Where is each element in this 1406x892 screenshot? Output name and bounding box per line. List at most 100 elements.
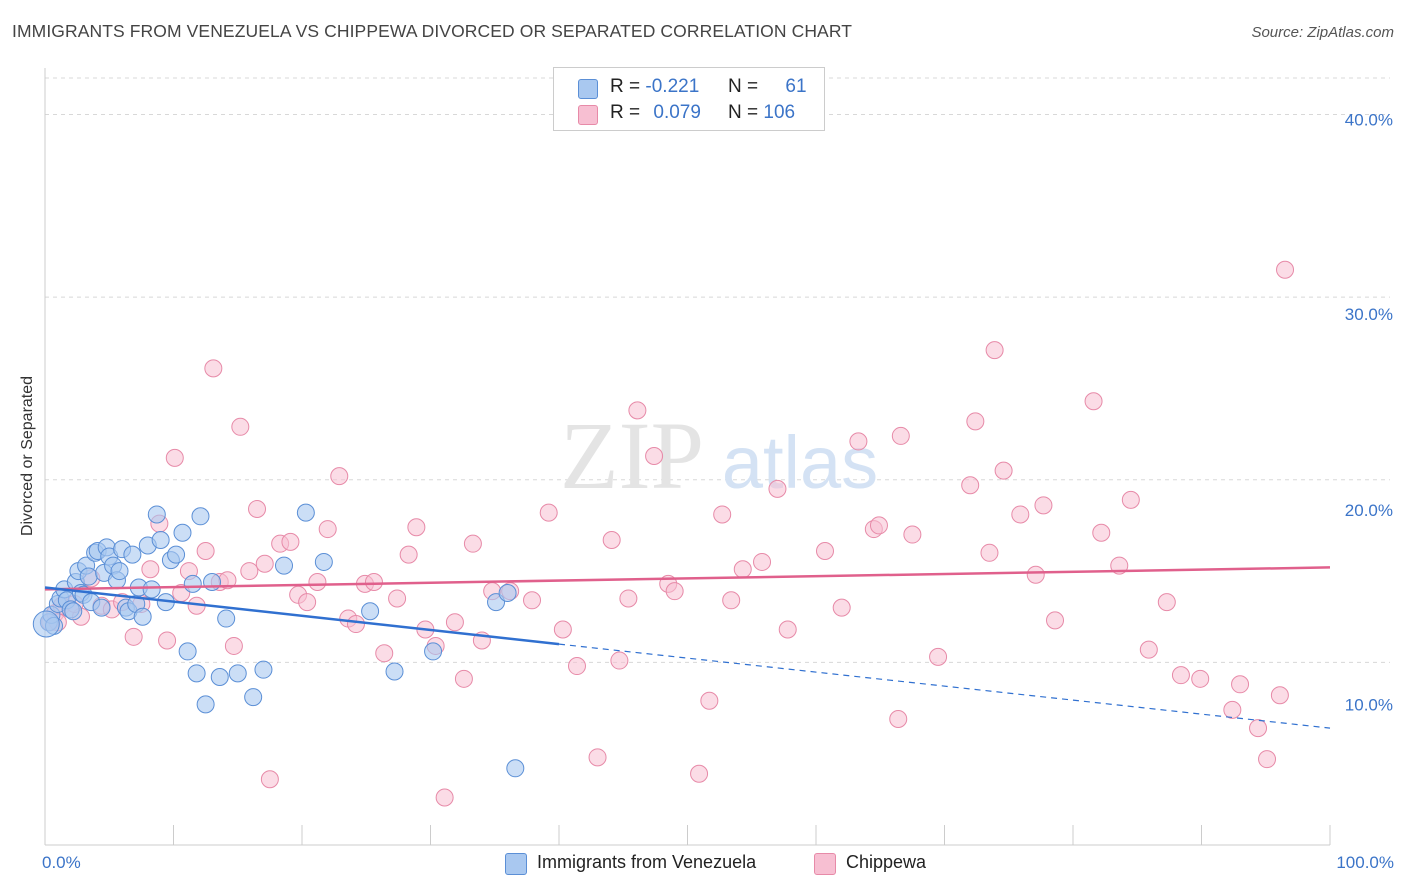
watermark-zip: ZIP [560,402,704,509]
point-chippewa [308,573,327,592]
point-chippewa [1157,593,1176,612]
point-chippewa [690,764,709,783]
point-venezuela [506,759,525,778]
point-chippewa [1121,490,1140,509]
legend-swatch-venezuela [578,79,598,99]
point-venezuela [244,688,263,707]
point-chippewa [929,647,948,666]
point-chippewa [778,620,797,639]
point-chippewa [722,591,741,610]
point-venezuela [210,667,229,686]
point-chippewa [832,598,851,617]
point-chippewa [869,516,888,535]
point-venezuela [151,531,170,550]
point-chippewa [364,573,383,592]
point-chippewa [298,593,317,612]
trend-lines [44,566,1331,729]
point-venezuela [498,583,517,602]
point-chippewa [713,505,732,524]
trend-line-venezuela-extension [558,643,1331,729]
legend-n-value: 61 [785,76,807,97]
legend-label: Chippewa [846,852,927,872]
legend-r: R = -0.221 [610,76,700,97]
point-chippewa [1231,675,1250,694]
point-chippewa [602,531,621,550]
legend-r-value: 0.079 [653,102,701,123]
point-chippewa [407,518,426,537]
point-venezuela [254,660,273,679]
point-chippewa [248,499,267,518]
point-chippewa [141,560,160,579]
point-venezuela [173,523,192,542]
series-chippewa [41,260,1295,807]
point-chippewa [966,412,985,431]
point-venezuela [147,505,166,524]
point-chippewa [733,560,752,579]
point-chippewa [980,543,999,562]
point-chippewa [994,461,1013,480]
point-venezuela [123,545,142,564]
point-venezuela [64,602,83,621]
y-tick-label: 20.0% [1345,501,1393,520]
point-chippewa [255,554,274,573]
y-tick-label: 30.0% [1345,305,1393,324]
point-chippewa [1249,719,1268,738]
legend-swatch-chippewa [578,105,598,125]
point-venezuela [142,580,161,599]
point-chippewa [399,545,418,564]
point-venezuela [110,562,129,581]
point-chippewa [1092,523,1111,542]
point-venezuela [275,556,294,575]
point-chippewa [240,562,259,581]
legend-n: N = 61 [728,76,807,97]
legend-n: N = 106 [728,102,796,123]
point-venezuela [191,507,210,526]
point-chippewa [665,582,684,601]
trend-line-venezuela [44,586,560,646]
point-chippewa [815,541,834,560]
x-tick-label-min: 0.0% [42,853,81,872]
correlation-legend: R = -0.221 N = 61 R = 0.079 N = 106 [553,67,825,131]
point-chippewa [165,448,184,467]
point-chippewa [1011,505,1030,524]
point-chippewa [588,748,607,767]
point-chippewa [435,788,454,807]
point-chippewa [903,525,922,544]
point-chippewa [281,532,300,551]
point-chippewa [610,651,629,670]
point-chippewa [753,552,772,571]
legend-swatch-venezuela [505,853,527,875]
point-chippewa [260,770,279,789]
point-chippewa [961,476,980,495]
point-chippewa [454,669,473,688]
legend-r-value: -0.221 [645,76,700,97]
y-tick-labels: 10.0% 20.0% 30.0% 40.0% [1345,111,1393,715]
point-chippewa [1223,700,1242,719]
point-chippewa [375,644,394,663]
point-venezuela [92,598,111,617]
point-chippewa [1258,750,1277,769]
point-chippewa [204,359,223,378]
watermark-atlas: atlas [722,421,878,504]
point-venezuela [133,607,152,626]
point-venezuela [424,642,443,661]
point-chippewa [768,479,787,498]
point-chippewa [1026,565,1045,584]
point-chippewa [700,691,719,710]
watermark: ZIP atlas [560,402,878,509]
point-chippewa [539,503,558,522]
point-chippewa [1276,260,1295,279]
point-chippewa [619,589,638,608]
point-chippewa [158,631,177,650]
series-venezuela [32,503,525,778]
point-chippewa [231,417,250,436]
series-legend: Immigrants from Venezuela Chippewa [0,851,1406,877]
chart-title: IMMIGRANTS FROM VENEZUELA VS CHIPPEWA DI… [12,21,853,41]
y-tick-label: 40.0% [1345,111,1393,130]
point-venezuela [314,552,333,571]
legend-label: Immigrants from Venezuela [537,852,757,872]
point-chippewa [1139,640,1158,659]
point-venezuela [385,662,404,681]
legend-n-value: 106 [763,102,796,123]
axes [44,68,1331,846]
